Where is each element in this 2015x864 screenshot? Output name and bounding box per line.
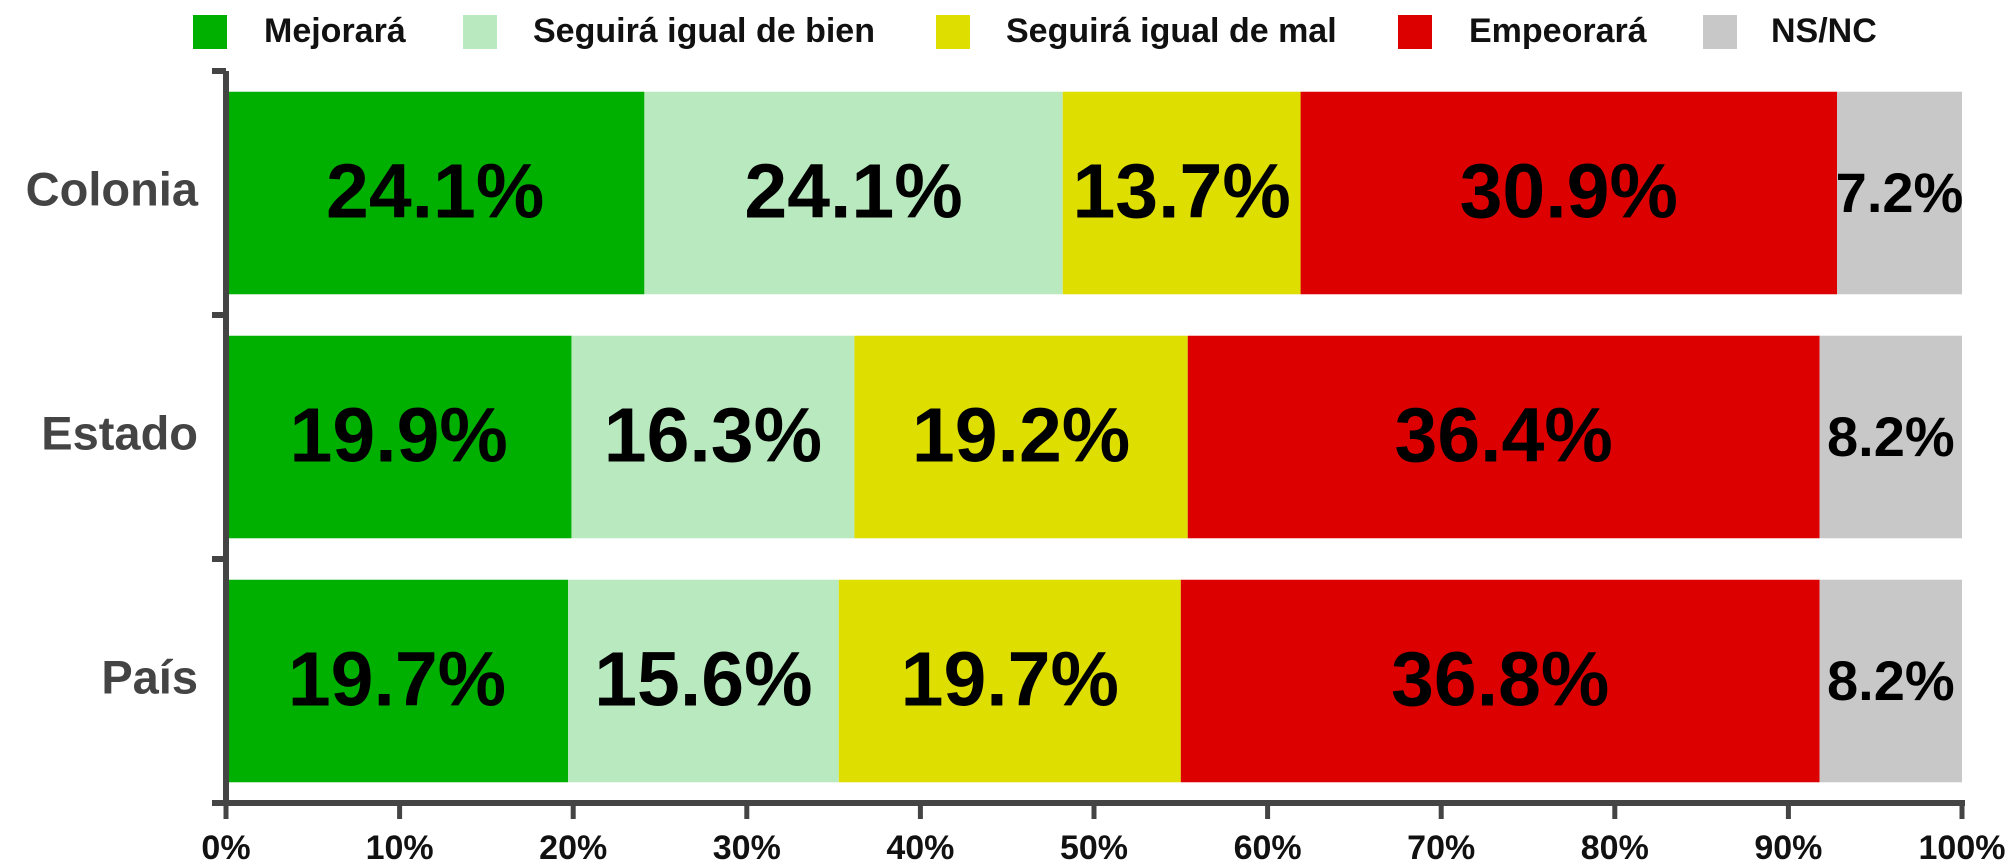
bar-segment [1837, 91, 1962, 295]
data-label: 19.2% [912, 392, 1130, 478]
legend-swatch [463, 15, 497, 49]
data-label: 19.9% [290, 392, 508, 478]
legend-swatch [1398, 15, 1432, 49]
x-tick-label: 60% [1234, 829, 1302, 864]
x-tick-label: 80% [1581, 829, 1649, 864]
bar-segment [1819, 335, 1962, 539]
data-label: 15.6% [594, 636, 812, 722]
data-label: 24.1% [744, 148, 962, 234]
bar-segment [226, 579, 568, 783]
data-label: 19.7% [901, 636, 1119, 722]
bar-segment [226, 335, 572, 539]
data-label: 36.8% [1391, 636, 1609, 722]
legend-swatch [1703, 15, 1737, 49]
bar-segment [1187, 335, 1820, 539]
data-label: 24.1% [326, 148, 544, 234]
bar-segment [854, 335, 1188, 539]
y-tick-label: Colonia [26, 162, 199, 215]
data-label: 8.2% [1827, 405, 1955, 468]
bar-segment [226, 91, 645, 295]
legend-label: Seguirá igual de mal [1006, 12, 1337, 50]
data-label: 7.2% [1836, 161, 1964, 224]
legend-swatch [936, 15, 970, 49]
x-tick-label: 0% [201, 829, 250, 864]
legend-label: NS/NC [1771, 12, 1877, 50]
x-tick-label: 50% [1060, 829, 1128, 864]
bar-segment [567, 579, 839, 783]
x-tick-label: 90% [1754, 829, 1822, 864]
bar-segment [1300, 91, 1838, 295]
data-label: 19.7% [288, 636, 506, 722]
data-label: 16.3% [604, 392, 822, 478]
x-tick-label: 40% [886, 829, 954, 864]
x-tick-label: 10% [366, 829, 434, 864]
bar-segment [1819, 579, 1962, 783]
bar-segment [644, 91, 1063, 295]
bar-segment [838, 579, 1181, 783]
legend-swatch [193, 15, 227, 49]
x-tick-label: 100% [1919, 829, 2006, 864]
data-label: 8.2% [1827, 649, 1955, 712]
legend-label: Mejorará [264, 12, 406, 50]
legend-label: Empeorará [1469, 12, 1647, 50]
legend-label: Seguirá igual de bien [533, 12, 875, 50]
data-label: 30.9% [1460, 148, 1678, 234]
bar-segment [571, 335, 855, 539]
x-tick-label: 20% [539, 829, 607, 864]
y-tick-label: Estado [41, 406, 198, 459]
bar-segment [1180, 579, 1820, 783]
y-tick-label: País [101, 650, 198, 703]
data-label: 13.7% [1072, 148, 1290, 234]
x-tick-label: 30% [713, 829, 781, 864]
x-tick-label: 70% [1407, 829, 1475, 864]
data-label: 36.4% [1395, 392, 1613, 478]
bar-segment [1062, 91, 1301, 295]
